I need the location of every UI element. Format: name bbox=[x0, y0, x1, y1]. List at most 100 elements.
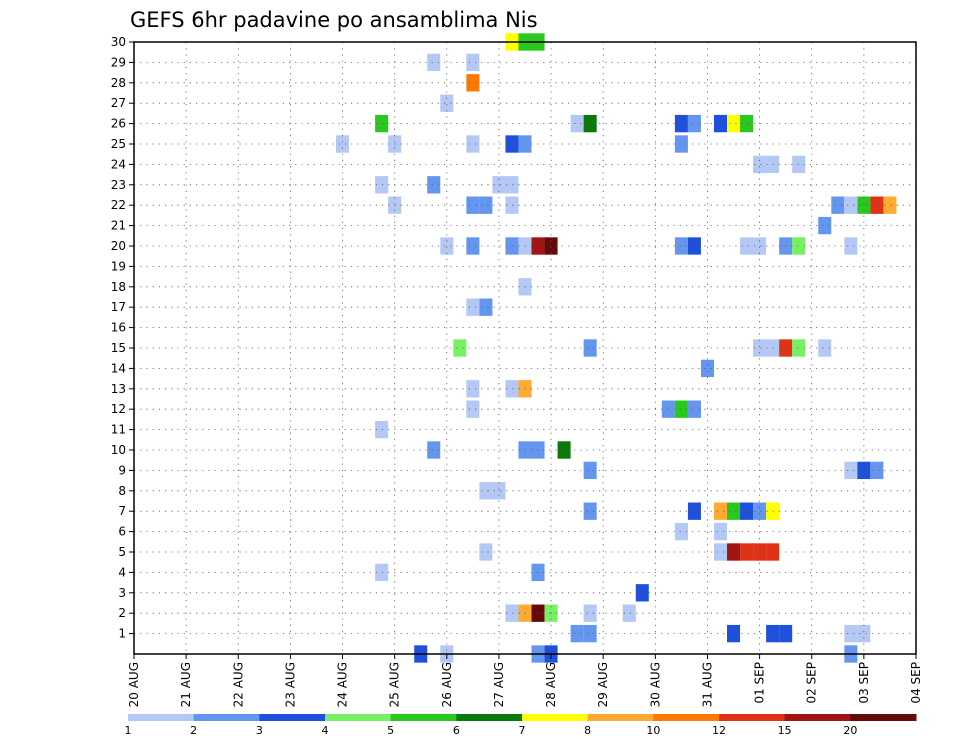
x-tick-label: 27 AUG bbox=[492, 662, 506, 707]
heatmap-cell bbox=[583, 339, 597, 357]
heatmap-cell bbox=[557, 441, 571, 459]
heatmap-cell bbox=[674, 522, 688, 541]
heatmap-cell bbox=[479, 482, 493, 500]
heatmap-cell bbox=[570, 624, 584, 643]
heatmap-cell bbox=[427, 441, 441, 459]
y-tick-label: 22 bbox=[111, 198, 126, 212]
x-tick-label: 26 AUG bbox=[440, 662, 454, 707]
x-tick-label: 22 AUG bbox=[231, 662, 245, 707]
y-tick-label: 26 bbox=[111, 117, 126, 131]
heatmap-cell bbox=[466, 196, 480, 214]
heatmap-cell bbox=[336, 135, 350, 153]
heatmap-cell bbox=[753, 543, 767, 561]
y-tick-label: 2 bbox=[118, 606, 126, 620]
colorbar-swatch bbox=[325, 714, 392, 721]
heatmap-cell bbox=[727, 114, 741, 133]
y-tick-label: 8 bbox=[118, 484, 126, 498]
x-tick-label: 20 AUG bbox=[127, 662, 141, 707]
heatmap-cell bbox=[466, 298, 480, 316]
heatmap-cell bbox=[753, 155, 767, 174]
heatmap-cell bbox=[583, 604, 597, 622]
heatmap-cell bbox=[427, 176, 441, 194]
heatmap-cell bbox=[375, 563, 389, 582]
heatmap-cell bbox=[687, 237, 701, 255]
heatmap-cell bbox=[831, 196, 845, 214]
heatmap-cell bbox=[857, 624, 871, 643]
y-tick-label: 16 bbox=[111, 321, 126, 335]
heatmap-cell bbox=[479, 543, 493, 561]
heatmap-cell bbox=[674, 135, 688, 153]
heatmap-cell bbox=[505, 135, 519, 153]
x-tick-label: 28 AUG bbox=[544, 662, 558, 707]
colorbar-swatch bbox=[522, 714, 589, 721]
x-tick-label: 03 SEP bbox=[857, 662, 871, 704]
heatmap-cell bbox=[583, 502, 597, 520]
colorbar-label: 12 bbox=[712, 724, 726, 737]
y-tick-label: 10 bbox=[111, 443, 126, 457]
x-tick-label: 01 SEP bbox=[753, 662, 767, 704]
x-tick-label: 21 AUG bbox=[179, 662, 193, 707]
heatmap-cell bbox=[583, 114, 597, 133]
colorbar-label: 20 bbox=[843, 724, 857, 737]
heatmap-cell bbox=[466, 380, 480, 398]
y-tick-label: 1 bbox=[118, 627, 126, 641]
x-tick-label: 02 SEP bbox=[805, 662, 819, 704]
heatmap-cell bbox=[740, 237, 754, 255]
heatmap-cell bbox=[570, 114, 584, 133]
heatmap-cells bbox=[336, 33, 897, 663]
heatmap-cell bbox=[753, 502, 767, 520]
y-tick-label: 15 bbox=[111, 341, 126, 355]
colorbar-swatch bbox=[456, 714, 523, 721]
colorbar-swatch bbox=[193, 714, 260, 721]
colorbar-label: 3 bbox=[256, 724, 263, 737]
heatmap-cell bbox=[466, 74, 480, 92]
heatmap-cell bbox=[844, 461, 858, 480]
y-tick-label: 7 bbox=[118, 504, 126, 518]
y-tick-label: 3 bbox=[118, 586, 126, 600]
colorbar-swatch bbox=[653, 714, 720, 721]
heatmap-cell bbox=[375, 114, 389, 133]
y-tick-label: 5 bbox=[118, 545, 126, 559]
colorbar-swatch bbox=[390, 714, 457, 721]
colorbar-label: 15 bbox=[778, 724, 792, 737]
heatmap-cell bbox=[844, 237, 858, 255]
heatmap-cell bbox=[375, 420, 389, 439]
heatmap-cell bbox=[505, 604, 519, 622]
heatmap-cell bbox=[427, 53, 441, 72]
y-tick-label: 24 bbox=[111, 157, 126, 171]
heatmap-cell bbox=[687, 502, 701, 520]
y-tick-label: 4 bbox=[118, 565, 126, 579]
heatmap-cell bbox=[505, 176, 519, 194]
heatmap-cell bbox=[687, 400, 701, 418]
y-tick-label: 30 bbox=[111, 35, 126, 49]
heatmap-cell bbox=[375, 176, 389, 194]
y-tick-label: 20 bbox=[111, 239, 126, 253]
heatmap-cell bbox=[727, 502, 741, 520]
heatmap-cell bbox=[674, 114, 688, 133]
heatmap-cell bbox=[505, 196, 519, 214]
y-tick-label: 12 bbox=[111, 402, 126, 416]
heatmap-cell bbox=[635, 584, 649, 602]
y-tick-label: 14 bbox=[111, 361, 126, 375]
heatmap-cell bbox=[857, 196, 871, 214]
heatmap-cell bbox=[818, 216, 832, 235]
colorbar-swatch bbox=[850, 714, 917, 721]
heatmap-cell bbox=[727, 624, 741, 643]
heatmap-cell bbox=[713, 543, 728, 561]
heatmap-cell bbox=[466, 400, 480, 418]
colorbar-label: 6 bbox=[453, 724, 460, 737]
heatmap-cell bbox=[713, 114, 728, 133]
y-tick-label: 27 bbox=[111, 96, 126, 110]
colorbar-swatch bbox=[719, 714, 786, 721]
heatmap-cell bbox=[870, 196, 884, 214]
colorbar-swatch bbox=[587, 714, 654, 721]
y-tick-label: 23 bbox=[111, 178, 126, 192]
colorbar-label: 4 bbox=[322, 724, 329, 737]
colorbar-swatch bbox=[784, 714, 851, 721]
heatmap-cell bbox=[883, 196, 897, 214]
x-tick-label: 23 AUG bbox=[283, 662, 297, 707]
heatmap-cell bbox=[674, 237, 688, 255]
colorbar-label: 10 bbox=[646, 724, 660, 737]
colorbar-label: 8 bbox=[584, 724, 591, 737]
